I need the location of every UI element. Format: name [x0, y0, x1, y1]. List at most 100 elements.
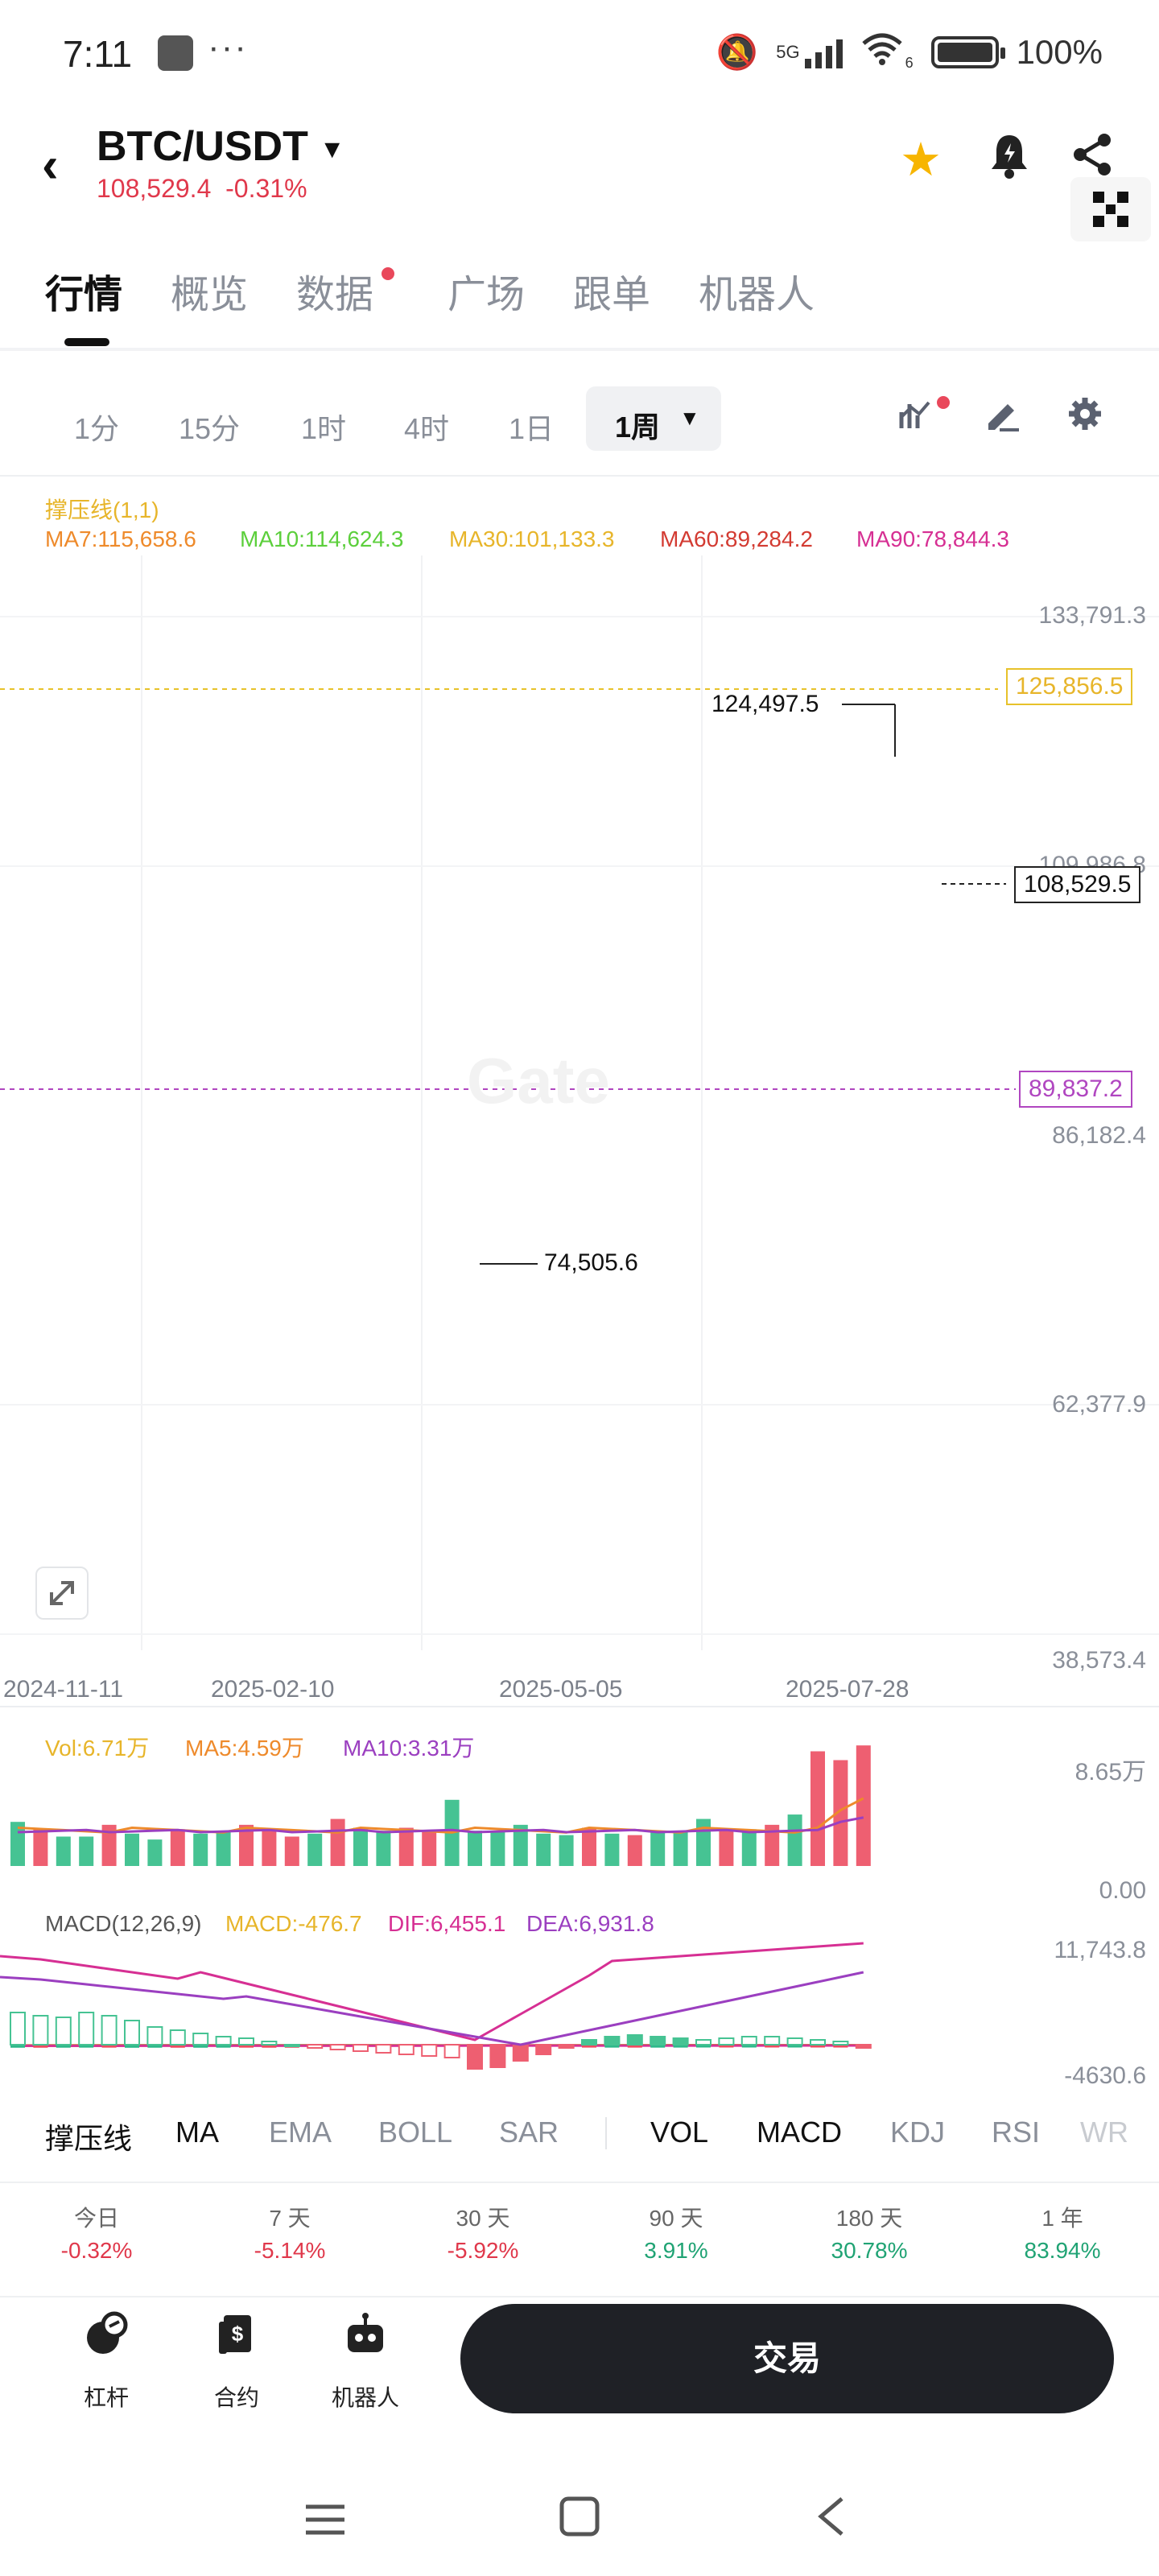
macd-bar: [101, 2015, 118, 2046]
draw-pen-icon[interactable]: [984, 396, 1022, 440]
back-arrow-icon[interactable]: ‹: [42, 138, 59, 193]
indicator-ma[interactable]: MA: [175, 2116, 219, 2149]
perf-label: 7 天: [269, 2206, 311, 2231]
macd-axis-top: 11,743.8: [1054, 1937, 1146, 1963]
last-price: 108,529.4: [97, 174, 212, 203]
macd-bar: [558, 2044, 575, 2049]
interval-4h[interactable]: 4时: [404, 412, 450, 445]
clock: 7:11: [63, 33, 133, 75]
tab-copy-trade[interactable]: 跟单: [573, 274, 651, 316]
indicator-ema[interactable]: EMA: [269, 2116, 332, 2149]
leverage-button[interactable]: 杠杆: [58, 2310, 155, 2413]
volume-bar: [170, 1829, 185, 1866]
contract-button[interactable]: $ 合约: [188, 2310, 285, 2413]
battery-icon: [930, 36, 1005, 68]
period-high-label: 124,497.5: [711, 691, 819, 717]
indicator-sr[interactable]: 撑压线: [45, 2122, 133, 2155]
candle-body: [79, 2045, 94, 2048]
indicator-tabs: 撑压线 MA EMA BOLL SAR VOL MACD KDJ RSI WR: [0, 2093, 1159, 2174]
wifi-band: 6: [905, 54, 914, 71]
robot-button[interactable]: 机器人: [317, 2310, 414, 2413]
candle-body: [582, 2045, 596, 2048]
indicator-kdj[interactable]: KDJ: [890, 2116, 946, 2149]
candle-body: [627, 2045, 642, 2048]
alarm-bell-icon[interactable]: [988, 132, 1030, 190]
new-badge: [937, 396, 950, 409]
menu-icon[interactable]: [304, 2496, 346, 2548]
indicator-rsi[interactable]: RSI: [992, 2116, 1041, 2149]
volume-bars: [10, 1745, 871, 1866]
resistance-price-tag: 125,856.5: [1006, 668, 1133, 705]
indicator-boll[interactable]: BOLL: [378, 2116, 453, 2149]
status-bar: 7:11 ··· 🔕 5G 6 100%: [0, 0, 1159, 105]
perf-value: -0.32%: [60, 2238, 133, 2263]
tab-robot[interactable]: 机器人: [699, 274, 815, 316]
pair-selector[interactable]: BTC/USDT ▼: [97, 122, 345, 171]
macd-bar: [421, 2044, 438, 2057]
volume-bar: [125, 1833, 139, 1866]
interval-1d[interactable]: 1日: [509, 412, 555, 445]
volume-bar: [147, 1839, 163, 1866]
price-change: -0.31%: [225, 174, 307, 203]
volume-bar: [741, 1829, 757, 1866]
share-icon[interactable]: [1070, 132, 1114, 188]
macd-bar: [855, 2044, 872, 2049]
volume-bar: [719, 1829, 734, 1866]
volume-bar: [536, 1833, 551, 1866]
tab-data[interactable]: 数据: [296, 274, 374, 316]
chart-grid: [0, 555, 1159, 1707]
back-icon[interactable]: [815, 2496, 847, 2548]
volume-bar: [422, 1831, 437, 1866]
macd-bar: [353, 2044, 369, 2052]
interval-15m[interactable]: 15分: [179, 412, 241, 445]
macd-bar: [78, 2012, 95, 2046]
macd-bar: [10, 2012, 26, 2046]
macd-bar: [535, 2044, 552, 2055]
ma90-label: MA90:78,844.3: [856, 526, 1009, 551]
trade-button[interactable]: 交易: [460, 2304, 1114, 2413]
qr-icon[interactable]: [1070, 177, 1151, 242]
home-icon[interactable]: [559, 2496, 600, 2548]
ma7-label: MA7:115,658.6: [45, 526, 196, 551]
volume-ma-lines: [17, 1797, 864, 1834]
perf-value: 30.78%: [831, 2238, 908, 2263]
indicator-chart-icon[interactable]: [898, 396, 940, 440]
macd-value-label: MACD:-476.7: [225, 1911, 362, 1936]
interval-1h[interactable]: 1时: [301, 412, 347, 445]
watermark: Gate: [467, 1045, 610, 1117]
caret-down-icon: ▼: [319, 134, 345, 163]
macd-bar: [832, 2041, 849, 2046]
perf-label: 今日: [73, 2206, 119, 2231]
macd-bar: [238, 2037, 254, 2046]
volume-bar: [216, 1831, 231, 1866]
volume-axis-top: 8.65万: [1074, 1759, 1146, 1785]
indicator-wr[interactable]: WR: [1080, 2116, 1128, 2149]
performance-strip: 今日 -0.32% 7 天 -5.14% 30 天 -5.92% 90 天 3.…: [0, 2182, 1159, 2297]
fullscreen-expand-icon[interactable]: [35, 1567, 89, 1620]
divider: [605, 2117, 607, 2149]
system-nav-bar: [0, 2463, 1159, 2576]
macd-histogram: [10, 2012, 872, 2070]
interval-1m[interactable]: 1分: [74, 412, 120, 445]
volume-bar: [193, 1833, 208, 1866]
battery-level: 100%: [1016, 33, 1103, 71]
pair-name: BTC/USDT: [97, 123, 308, 170]
interval-1w[interactable]: 1周 ▼: [586, 386, 721, 451]
macd-dea-line: [0, 1971, 864, 2046]
candle-body: [719, 2045, 734, 2048]
volume-bar: [79, 1836, 94, 1866]
tab-square[interactable]: 广场: [448, 274, 526, 316]
tab-indicator: [64, 338, 109, 346]
kline-chart[interactable]: Gate: [0, 555, 1159, 2085]
star-icon[interactable]: ★: [900, 134, 942, 186]
tab-overview[interactable]: 概览: [171, 274, 249, 316]
indicator-vol[interactable]: VOL: [650, 2116, 709, 2149]
indicator-sar[interactable]: SAR: [499, 2116, 559, 2149]
macd-bar: [443, 2044, 460, 2058]
indicator-macd[interactable]: MACD: [757, 2116, 842, 2149]
tab-market[interactable]: 行情: [45, 274, 123, 316]
leverage-label: 杠杆: [83, 2385, 129, 2410]
settings-gear-icon[interactable]: [1067, 396, 1103, 440]
wifi-icon: [860, 31, 904, 74]
leverage-icon: [58, 2310, 155, 2369]
